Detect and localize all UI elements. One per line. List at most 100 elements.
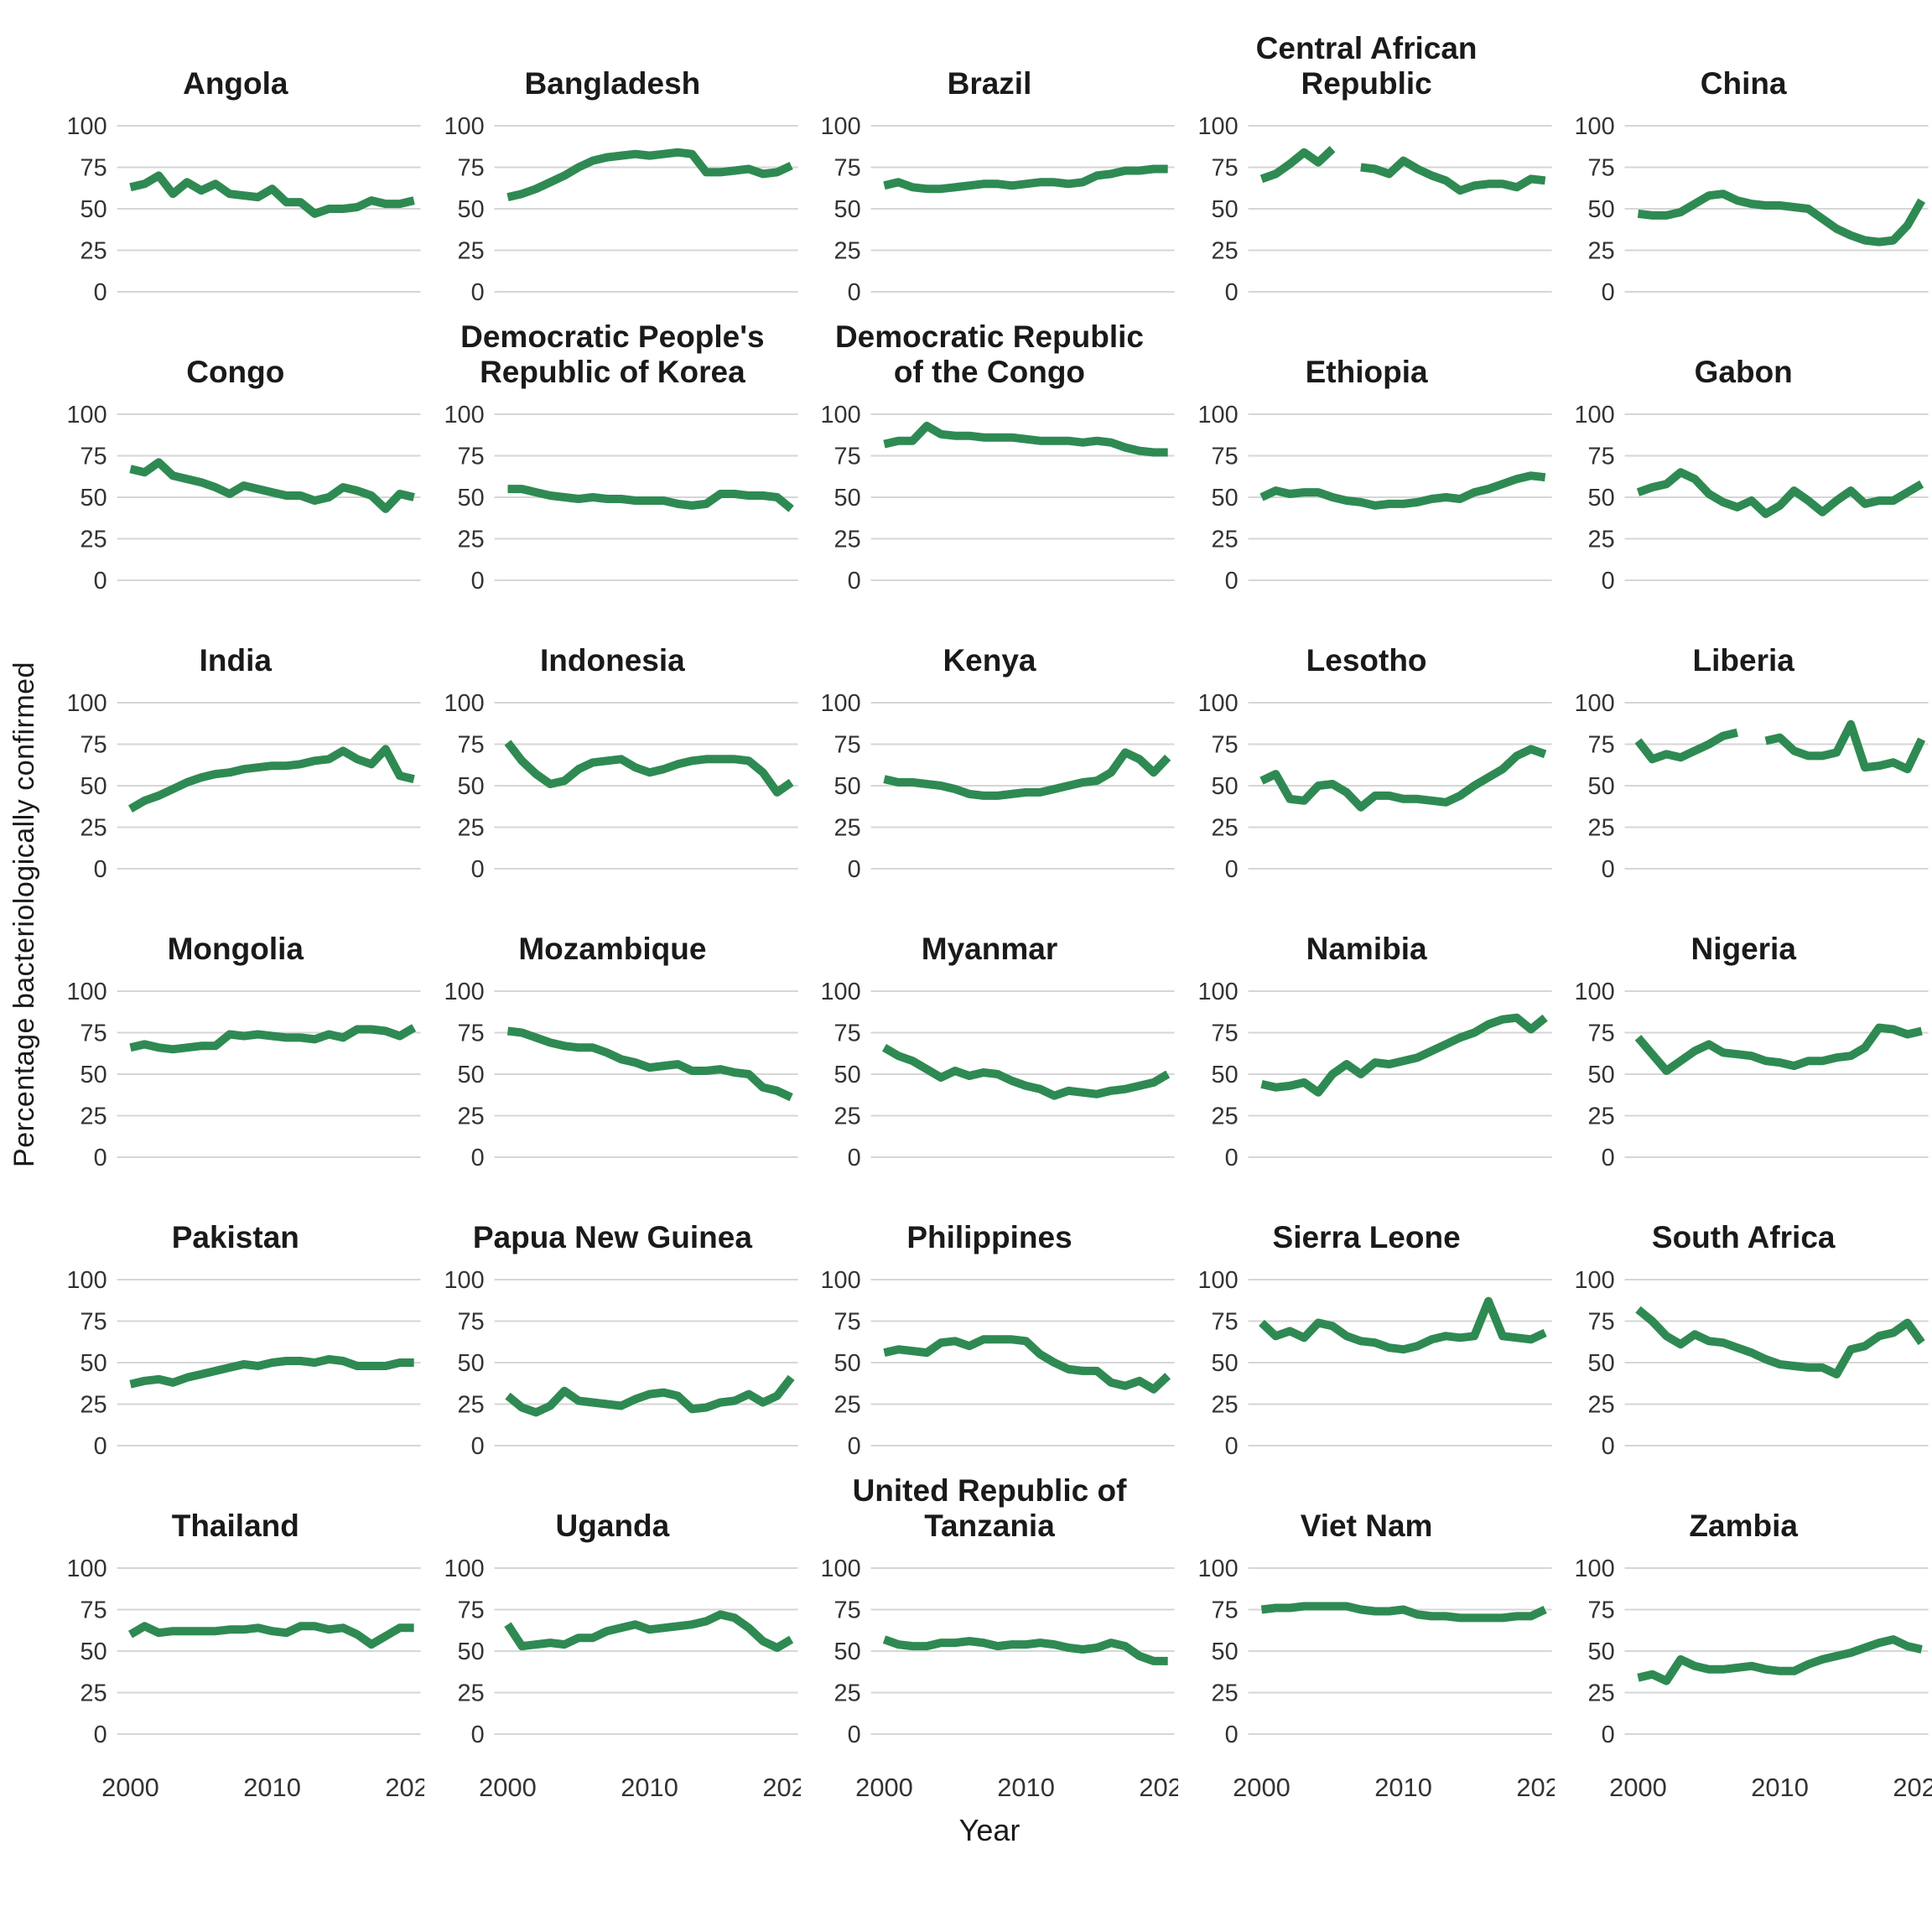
y-tick-label: 100: [1197, 1555, 1238, 1582]
y-tick-label: 100: [1197, 979, 1238, 1005]
y-tick-label: 100: [1575, 690, 1615, 717]
y-tick-label: 0: [470, 279, 484, 306]
x-tick-label: 2010: [621, 1773, 678, 1802]
panel-plot: 0 25 50 75 100: [1575, 979, 1929, 1171]
y-tick-label: 75: [80, 731, 107, 758]
series-line: [507, 485, 794, 512]
panel-plot: 0 25 50 75 100: [67, 402, 421, 595]
panel-kenya: Kenya 0 25 50 75 100: [801, 602, 1178, 891]
y-tick-label: 75: [1588, 731, 1615, 758]
panel-uganda: Uganda 0 25 50 75 100 2000 2010 2020: [424, 1467, 801, 1808]
y-tick-label: 25: [457, 1391, 484, 1418]
y-tick-label: 75: [457, 1597, 484, 1623]
panel-sierra-leone: Sierra Leone 0 25 50 75 100: [1178, 1179, 1555, 1467]
y-tick-label: 100: [444, 402, 484, 428]
y-tick-label: 50: [1211, 1639, 1238, 1665]
y-tick-label: 75: [457, 443, 484, 470]
y-tick-label: 100: [1575, 402, 1615, 428]
y-tick-label: 75: [1588, 1308, 1615, 1335]
x-tick-label: 2000: [1233, 1773, 1291, 1802]
y-tick-label: 75: [1588, 1597, 1615, 1623]
series-line: [883, 1635, 1168, 1665]
panel-pakistan: Pakistan 0 25 50 75 100: [47, 1179, 424, 1467]
y-tick-label: 25: [1211, 1103, 1238, 1130]
y-tick-label: 0: [848, 1433, 861, 1460]
y-tick-label: 25: [1588, 1391, 1615, 1418]
panel-grid: Angola 0 25 50 75 100 Bangladesh 0 25 50 75 100 Braz…: [47, 25, 1932, 1808]
y-tick-label: 50: [1211, 773, 1238, 800]
panel-plot: 0 25 50 75 100: [821, 690, 1175, 883]
y-tick-label: 0: [1602, 1722, 1615, 1748]
panel-title: Central African Republic: [1255, 31, 1478, 101]
y-tick-label: 0: [470, 856, 484, 883]
x-tick-label: 2000: [1610, 1773, 1668, 1802]
y-tick-label: 0: [848, 568, 861, 595]
y-tick-label: 50: [834, 1639, 861, 1665]
x-tick-label: 2010: [1752, 1773, 1810, 1802]
series-line: [1260, 1602, 1547, 1623]
y-tick-label: 0: [1602, 279, 1615, 306]
panel-ethiopia: Ethiopia 0 25 50 75 100: [1178, 314, 1555, 602]
x-tick-label: 2000: [855, 1773, 913, 1802]
y-tick-label: 100: [1575, 1267, 1615, 1294]
x-tick-label: 2020: [1140, 1773, 1178, 1802]
panel-title: Nigeria: [1690, 931, 1796, 966]
panel-india: India 0 25 50 75 100: [47, 602, 424, 891]
y-tick-label: 0: [1224, 1145, 1238, 1171]
panel-bangladesh: Bangladesh 0 25 50 75 100: [424, 25, 802, 314]
panel-title: Myanmar: [921, 931, 1058, 966]
panel-title: Namibia: [1306, 931, 1427, 966]
y-tick-label: 25: [834, 1103, 861, 1130]
panel-title: Liberia: [1692, 642, 1794, 678]
y-tick-label: 75: [1211, 1597, 1238, 1623]
y-tick-label: 50: [834, 485, 861, 512]
y-tick-label: 100: [67, 113, 107, 140]
y-tick-label: 50: [457, 485, 484, 512]
y-tick-label: 75: [834, 443, 861, 470]
y-tick-label: 100: [1575, 979, 1615, 1005]
y-tick-label: 50: [834, 196, 861, 223]
y-tick-label: 75: [1588, 1020, 1615, 1046]
y-tick-label: 0: [848, 856, 861, 883]
y-tick-label: 100: [444, 1555, 484, 1582]
y-tick-label: 100: [444, 690, 484, 717]
y-tick-label: 75: [80, 154, 107, 181]
panel-south-africa: South Africa 0 25 50 75 100: [1555, 1179, 1932, 1467]
series-line: [504, 1374, 795, 1417]
panel-title: Pakistan: [171, 1219, 299, 1254]
y-tick-label: 0: [1602, 568, 1615, 595]
y-tick-label: 75: [1211, 731, 1238, 758]
y-tick-label: 25: [80, 526, 107, 553]
y-tick-label: 0: [94, 856, 107, 883]
y-tick-label: 100: [1575, 113, 1615, 140]
y-tick-label: 75: [1211, 1308, 1238, 1335]
y-tick-label: 0: [94, 279, 107, 306]
y-tick-label: 25: [80, 814, 107, 841]
panel-title: Brazil: [947, 65, 1032, 101]
y-tick-label: 25: [457, 1103, 484, 1130]
y-tick-label: 0: [94, 568, 107, 595]
y-tick-label: 75: [80, 443, 107, 470]
y-tick-label: 0: [470, 1722, 484, 1748]
y-tick-label: 25: [457, 526, 484, 553]
x-tick-label: 2000: [479, 1773, 537, 1802]
panel-viet-nam: Viet Nam 0 25 50 75 100 2000 2010 2020: [1178, 1467, 1555, 1808]
y-tick-label: 75: [1211, 1020, 1238, 1046]
y-tick-label: 100: [821, 1555, 861, 1582]
y-axis-title-text: Percentage bacteriologically confirmed: [8, 661, 40, 1167]
series-line: [882, 1043, 1171, 1100]
panel-plot: 0 25 50 75 100: [444, 1267, 798, 1460]
panel-zambia: Zambia 0 25 50 75 100 2000 2010 2020: [1555, 1467, 1932, 1808]
panel-plot: 0 25 50 75 100: [1575, 402, 1929, 595]
panel-title: Zambia: [1689, 1508, 1798, 1543]
panel-title: Sierra Leone: [1272, 1219, 1461, 1254]
y-tick-label: 50: [80, 1350, 107, 1377]
panel-title: South Africa: [1651, 1219, 1836, 1254]
panel-title: Indonesia: [540, 642, 685, 678]
y-tick-label: 0: [470, 1433, 484, 1460]
y-tick-label: 50: [80, 773, 107, 800]
y-tick-label: 0: [94, 1722, 107, 1748]
y-tick-label: 100: [67, 690, 107, 717]
y-tick-label: 50: [1588, 1639, 1615, 1665]
y-tick-label: 0: [848, 1722, 861, 1748]
